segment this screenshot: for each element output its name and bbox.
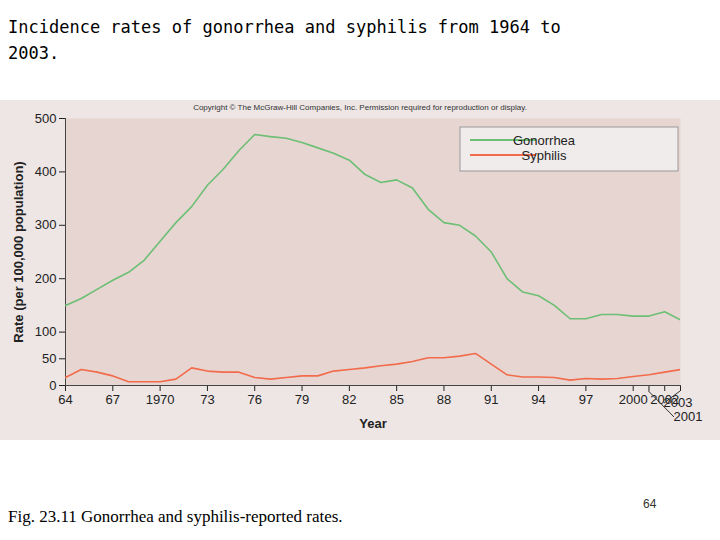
svg-text:Rate (per 100,000 population): Rate (per 100,000 population) bbox=[11, 161, 26, 342]
svg-text:64: 64 bbox=[58, 392, 72, 407]
svg-text:1970: 1970 bbox=[146, 392, 175, 407]
svg-text:73: 73 bbox=[200, 392, 214, 407]
svg-text:400: 400 bbox=[35, 164, 57, 179]
svg-text:Year: Year bbox=[359, 416, 386, 431]
svg-text:94: 94 bbox=[531, 392, 545, 407]
svg-text:82: 82 bbox=[342, 392, 356, 407]
svg-text:2003: 2003 bbox=[664, 395, 693, 410]
svg-text:0: 0 bbox=[49, 378, 56, 393]
svg-text:2000: 2000 bbox=[619, 392, 648, 407]
svg-text:50: 50 bbox=[42, 351, 56, 366]
svg-text:2001: 2001 bbox=[674, 409, 703, 424]
svg-text:85: 85 bbox=[389, 392, 403, 407]
svg-text:Gonorrhea: Gonorrhea bbox=[513, 133, 576, 148]
svg-text:Syphilis: Syphilis bbox=[522, 148, 567, 163]
svg-text:88: 88 bbox=[437, 392, 451, 407]
svg-text:76: 76 bbox=[247, 392, 261, 407]
html-text:Fig. 23.11 Gonorrhea and syphi: Fig. 23.11 Gonorrhea and syphilis-report… bbox=[8, 507, 343, 526]
svg-text:500: 500 bbox=[35, 111, 57, 126]
svg-text:79: 79 bbox=[295, 392, 309, 407]
svg-text:300: 300 bbox=[35, 217, 57, 232]
html-text:64: 64 bbox=[643, 497, 657, 511]
svg-text:100: 100 bbox=[35, 324, 57, 339]
html-text:Incidence rates of gonorrhea a: Incidence rates of gonorrhea and syphili… bbox=[8, 17, 561, 64]
svg-text:97: 97 bbox=[579, 392, 593, 407]
svg-text:200: 200 bbox=[35, 271, 57, 286]
svg-text:67: 67 bbox=[106, 392, 120, 407]
svg-text:Copyright © The McGraw-Hill Co: Copyright © The McGraw-Hill Companies, I… bbox=[193, 103, 527, 112]
svg-text:91: 91 bbox=[484, 392, 498, 407]
